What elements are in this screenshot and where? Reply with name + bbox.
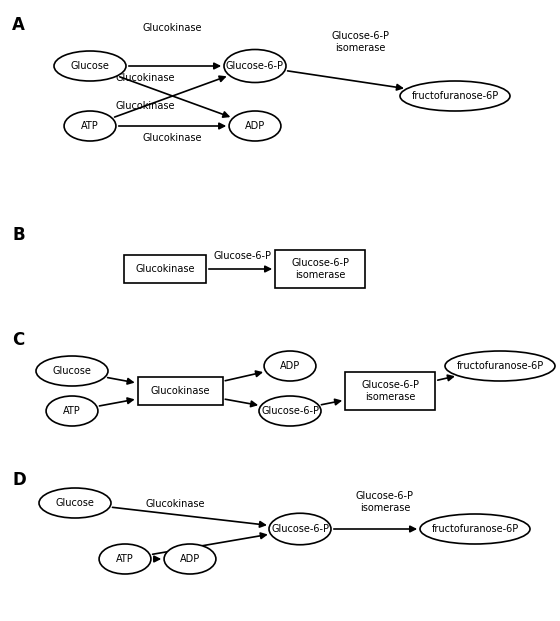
Text: fructofuranose-6P: fructofuranose-6P [412,91,498,101]
Text: ATP: ATP [116,554,134,564]
Ellipse shape [445,351,555,381]
Ellipse shape [420,514,530,544]
Text: Glucokinase: Glucokinase [145,499,205,509]
Text: Glucokinase: Glucokinase [115,73,175,83]
Text: Glucose-6-P: Glucose-6-P [261,406,319,416]
FancyBboxPatch shape [275,250,365,288]
Ellipse shape [39,488,111,518]
Text: Glucose-6-P
isomerase: Glucose-6-P isomerase [356,491,414,513]
Text: Glucose: Glucose [55,498,95,508]
Ellipse shape [229,111,281,141]
Ellipse shape [259,396,321,426]
Ellipse shape [400,81,510,111]
Text: A: A [12,16,25,34]
Text: Glucokinase: Glucokinase [150,386,210,396]
Ellipse shape [36,356,108,386]
Text: ADP: ADP [245,121,265,131]
Ellipse shape [264,351,316,381]
Text: B: B [12,226,25,244]
Text: Glucose-6-P: Glucose-6-P [271,524,329,534]
Text: D: D [12,471,26,489]
Text: ATP: ATP [63,406,81,416]
Text: Glucokinase: Glucokinase [115,101,175,111]
FancyBboxPatch shape [345,372,435,410]
Ellipse shape [224,50,286,83]
Text: ADP: ADP [180,554,200,564]
Text: fructofuranose-6P: fructofuranose-6P [456,361,544,371]
Ellipse shape [164,544,216,574]
FancyBboxPatch shape [124,255,206,283]
Text: Glucokinase: Glucokinase [142,133,202,143]
Text: Glucokinase: Glucokinase [136,264,195,274]
Text: Glucokinase: Glucokinase [142,23,202,33]
Ellipse shape [269,513,331,545]
Ellipse shape [99,544,151,574]
Ellipse shape [54,51,126,81]
Text: Glucose-6-P
isomerase: Glucose-6-P isomerase [361,380,419,402]
Ellipse shape [64,111,116,141]
Text: Glucose-6-P
isomerase: Glucose-6-P isomerase [291,258,349,280]
Text: Glucose: Glucose [53,366,91,376]
FancyBboxPatch shape [138,377,222,405]
Ellipse shape [46,396,98,426]
Text: Glucose-6-P: Glucose-6-P [226,61,284,71]
Text: ADP: ADP [280,361,300,371]
Text: Glucose-6-P
isomerase: Glucose-6-P isomerase [331,32,389,53]
Text: Glucose-6-P: Glucose-6-P [213,251,271,261]
Text: fructofuranose-6P: fructofuranose-6P [431,524,519,534]
Text: C: C [12,331,24,349]
Text: ATP: ATP [81,121,99,131]
Text: Glucose: Glucose [71,61,109,71]
